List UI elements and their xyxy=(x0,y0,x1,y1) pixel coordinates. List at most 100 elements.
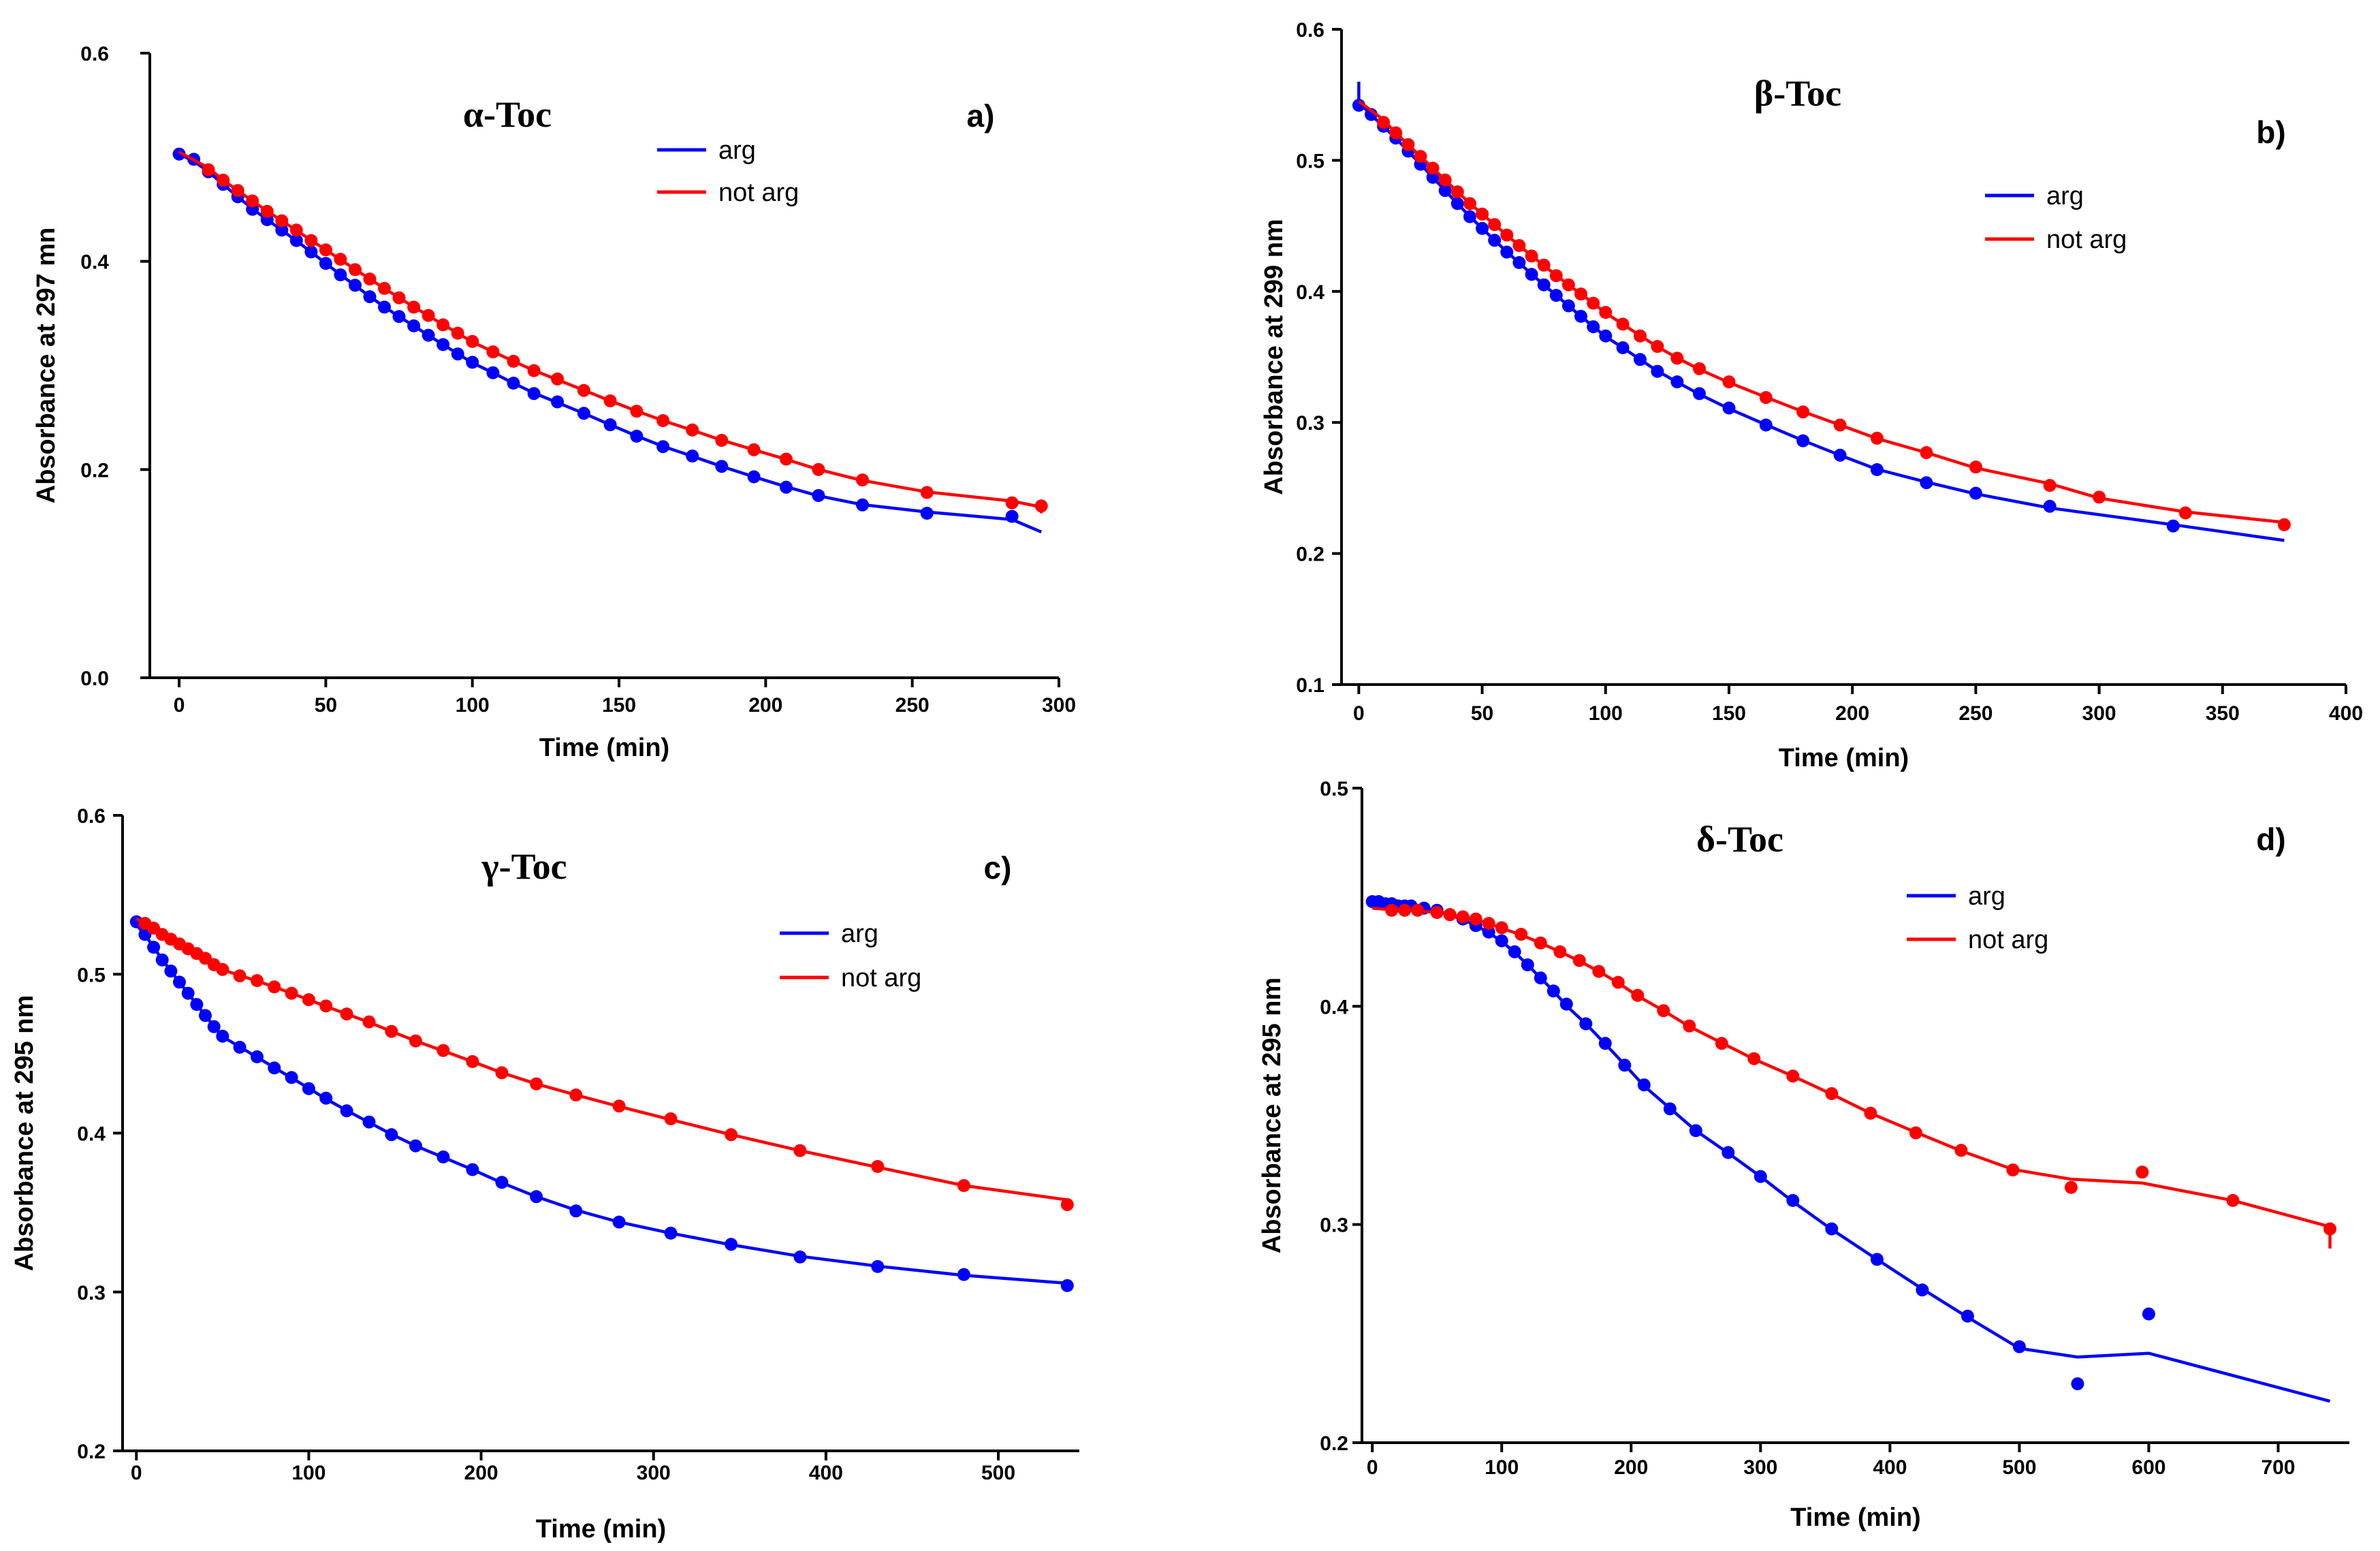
data-point xyxy=(466,1163,479,1176)
data-point xyxy=(2166,519,2180,533)
data-point xyxy=(957,1268,970,1281)
data-point xyxy=(1426,161,1440,175)
data-point xyxy=(1759,391,1773,405)
data-point xyxy=(437,1150,450,1163)
x-tick-label: 400 xyxy=(2329,702,2363,725)
data-point xyxy=(437,338,450,351)
data-point xyxy=(466,356,479,369)
data-point xyxy=(1864,1106,1877,1120)
data-point xyxy=(856,498,869,512)
y-tick-label: 0.4 xyxy=(80,251,109,274)
x-tick-label: 350 xyxy=(2206,702,2240,725)
data-point xyxy=(1561,278,1575,292)
data-point xyxy=(319,257,332,270)
data-point xyxy=(1587,320,1600,334)
data-point xyxy=(1920,476,1933,490)
y-tick-label: 0.0 xyxy=(80,668,109,690)
data-point xyxy=(2136,1165,2149,1179)
data-point xyxy=(1870,1253,1884,1266)
data-point xyxy=(217,174,230,187)
data-point xyxy=(2006,1163,2020,1177)
data-point xyxy=(1909,1126,1922,1140)
y-tick-label: 0.5 xyxy=(1296,150,1324,172)
data-point xyxy=(268,980,281,994)
data-point xyxy=(495,1176,509,1189)
data-point xyxy=(1450,185,1464,199)
fit-curve xyxy=(177,148,1043,534)
series-not-arg xyxy=(136,917,1074,1211)
data-point xyxy=(378,281,391,295)
data-point xyxy=(1559,997,1573,1011)
data-point xyxy=(362,1015,376,1029)
y-tick-label: 0.3 xyxy=(1320,1215,1348,1237)
data-point xyxy=(1385,903,1399,917)
panel-label: d) xyxy=(2256,821,2285,857)
data-point xyxy=(612,1099,626,1113)
data-point xyxy=(289,223,303,237)
data-point xyxy=(1637,1078,1651,1092)
data-point xyxy=(392,291,406,304)
data-point xyxy=(1495,921,1508,935)
fit-curve xyxy=(136,917,1069,1205)
data-point xyxy=(664,1112,678,1125)
data-point xyxy=(1618,1059,1632,1072)
series-arg xyxy=(129,915,1074,1292)
data-point xyxy=(603,394,617,407)
x-tick-label: 200 xyxy=(1614,1456,1648,1479)
data-point xyxy=(1521,958,1534,971)
y-tick-label: 0.2 xyxy=(80,459,109,482)
data-point xyxy=(407,319,421,332)
data-point xyxy=(1579,1017,1593,1031)
data-point xyxy=(1060,1198,1074,1211)
chart-title: α-Toc xyxy=(463,94,552,135)
data-point xyxy=(920,486,934,499)
data-point xyxy=(1525,268,1538,281)
data-point xyxy=(1495,934,1508,947)
legend-label: arg xyxy=(841,920,878,948)
chart-panel-d: 0 100 200 300 400 500 600 700 0.2 0.3 0.4 0.5 Time (… xyxy=(1258,778,2349,1532)
data-point xyxy=(920,507,934,520)
data-point xyxy=(233,969,247,983)
data-point xyxy=(747,470,761,484)
series-arg xyxy=(172,147,1043,534)
data-point xyxy=(1525,249,1538,263)
y-tick-label: 0.6 xyxy=(80,43,109,65)
y-tick-label: 0.4 xyxy=(77,1123,106,1146)
y-tick-label: 0.1 xyxy=(1296,674,1324,697)
data-point xyxy=(780,480,793,494)
data-point xyxy=(1870,463,1884,476)
data-point xyxy=(1651,364,1664,378)
data-point xyxy=(812,489,825,502)
data-point xyxy=(1389,126,1403,140)
data-point xyxy=(1574,309,1587,323)
data-point xyxy=(1670,375,1684,389)
data-point xyxy=(1693,362,1706,375)
data-point xyxy=(1430,906,1444,920)
legend-label: not arg xyxy=(841,964,921,992)
data-point xyxy=(181,986,195,1000)
data-point xyxy=(630,429,644,443)
data-point xyxy=(495,1066,509,1080)
data-point xyxy=(1534,936,1547,950)
x-tick-label: 300 xyxy=(1042,694,1076,717)
data-point xyxy=(569,1204,583,1218)
data-point xyxy=(2277,518,2291,531)
data-point xyxy=(1438,173,1452,187)
data-point xyxy=(1670,351,1684,365)
x-tick-label: 100 xyxy=(291,1462,326,1484)
data-point xyxy=(725,1238,738,1251)
data-point xyxy=(1825,1222,1839,1236)
data-point xyxy=(2323,1222,2336,1236)
data-point xyxy=(392,310,406,324)
data-point xyxy=(1587,296,1600,310)
x-tick-label: 150 xyxy=(1712,702,1746,725)
x-tick-label: 400 xyxy=(809,1462,843,1484)
data-point xyxy=(1969,460,1982,474)
data-point xyxy=(527,387,541,401)
x-tick-label: 100 xyxy=(1485,1456,1519,1479)
data-point xyxy=(1833,418,1847,432)
data-point xyxy=(172,147,186,161)
data-point xyxy=(1611,975,1625,989)
data-point xyxy=(507,377,520,390)
